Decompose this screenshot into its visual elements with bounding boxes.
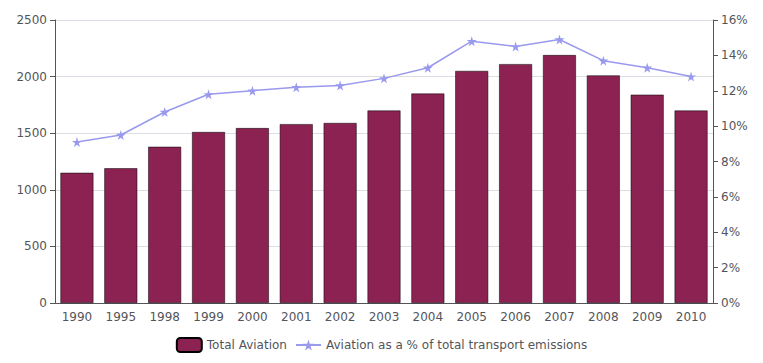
svg-text:4%: 4%	[721, 225, 740, 239]
svg-text:0: 0	[39, 296, 47, 310]
svg-text:1995: 1995	[106, 310, 137, 324]
svg-text:2006: 2006	[500, 310, 531, 324]
svg-text:6%: 6%	[721, 190, 740, 204]
svg-text:2005: 2005	[456, 310, 487, 324]
svg-text:16%: 16%	[721, 13, 748, 27]
svg-text:500: 500	[24, 239, 47, 253]
svg-text:10%: 10%	[721, 119, 748, 133]
svg-text:2500: 2500	[16, 13, 47, 27]
svg-text:2000: 2000	[16, 70, 47, 84]
svg-text:2001: 2001	[281, 310, 312, 324]
svg-text:1999: 1999	[193, 310, 224, 324]
svg-text:2007: 2007	[544, 310, 575, 324]
svg-text:1000: 1000	[16, 183, 47, 197]
svg-text:2009: 2009	[632, 310, 663, 324]
svg-text:2%: 2%	[721, 261, 740, 275]
svg-text:0%: 0%	[721, 296, 740, 310]
svg-text:2010: 2010	[676, 310, 707, 324]
svg-text:1990: 1990	[62, 310, 93, 324]
svg-text:1998: 1998	[149, 310, 180, 324]
svg-text:1500: 1500	[16, 126, 47, 140]
svg-text:2002: 2002	[325, 310, 356, 324]
svg-text:8%: 8%	[721, 155, 740, 169]
svg-text:2008: 2008	[588, 310, 619, 324]
svg-text:12%: 12%	[721, 84, 748, 98]
svg-text:14%: 14%	[721, 48, 748, 62]
svg-text:2000: 2000	[237, 310, 268, 324]
svg-text:2003: 2003	[369, 310, 400, 324]
svg-text:Total Aviation: Total Aviation	[206, 338, 287, 352]
svg-text:Aviation as a % of total trans: Aviation as a % of total transport emiss…	[326, 338, 587, 352]
svg-text:2004: 2004	[413, 310, 444, 324]
